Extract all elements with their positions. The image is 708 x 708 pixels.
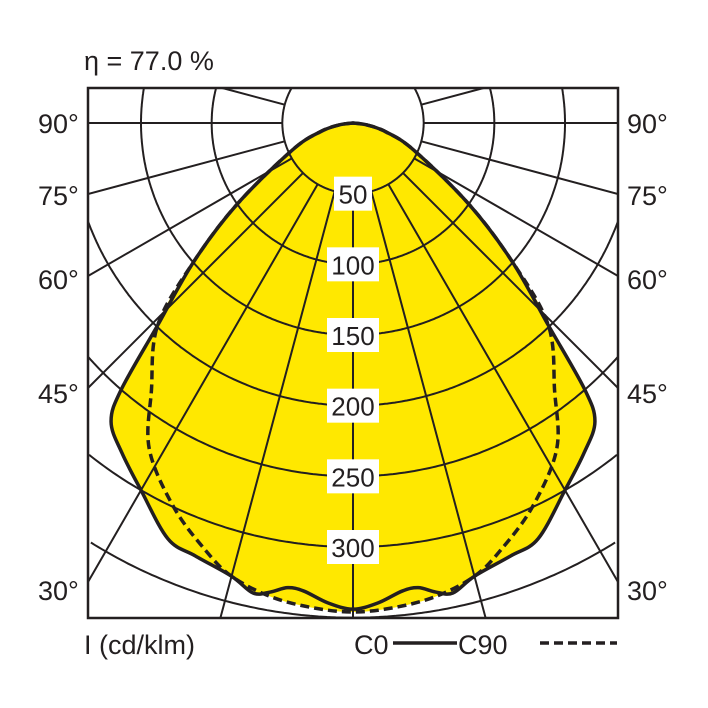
angle-labels: 90° 90° 75° 75° 60° 60° 45° 45° 30° 30° <box>38 109 668 606</box>
grid-radial-line <box>88 140 286 195</box>
radial-tick-label: 100 <box>331 250 374 280</box>
grid-radial-line <box>88 183 319 583</box>
radial-label-bg <box>334 176 372 211</box>
radial-tick-label: 50 <box>339 180 368 210</box>
angle-label-right: 30° <box>627 576 668 606</box>
angle-label-right: 75° <box>627 181 668 211</box>
intensity-curves <box>109 121 597 614</box>
angle-label-right: 90° <box>627 109 668 139</box>
radial-tick-label: 300 <box>331 533 374 563</box>
angle-label-right: 45° <box>627 379 668 409</box>
angle-label-right: 60° <box>627 265 668 295</box>
radial-tick-label: 150 <box>331 321 374 351</box>
radial-tick-label: 200 <box>331 392 374 422</box>
grid-circle-300 <box>88 454 618 548</box>
grid-radial-line <box>420 88 484 106</box>
angle-label-left: 45° <box>38 379 79 409</box>
radial-label-bg <box>327 459 379 494</box>
grid-radial-line <box>222 88 286 106</box>
radial-label-bg <box>327 318 379 352</box>
grid-radial-line <box>88 172 304 389</box>
radial-label-bg <box>327 247 379 282</box>
legend-c0-label: C0 <box>354 630 389 660</box>
grid-circle-150 <box>140 88 566 336</box>
angle-label-left: 75° <box>38 181 79 211</box>
grid-circle-350 <box>90 541 616 618</box>
grid-radial-line <box>402 172 618 389</box>
chart-title: η = 77.0 % <box>84 46 214 76</box>
angle-label-left: 90° <box>38 109 79 139</box>
grid-radial-line <box>219 190 336 618</box>
unit-label: I (cd/klm) <box>84 630 195 660</box>
radial-label-bg <box>327 388 379 423</box>
grid-radial-line <box>88 157 293 277</box>
radial-tick-label: 250 <box>331 462 374 492</box>
grid-radial-line <box>413 157 618 277</box>
radial-tick-labels: 50 100 150 200 250 300 <box>327 176 379 564</box>
grid-circle-100 <box>210 88 496 266</box>
grid-radial-line <box>387 183 618 583</box>
grid-circle-200 <box>88 221 618 407</box>
plot-frame <box>86 86 620 620</box>
grid-circle-250 <box>88 356 618 478</box>
legend-c90-label: C90 <box>458 630 508 660</box>
angle-label-left: 60° <box>38 265 79 295</box>
legend: C0 C90 <box>354 630 617 660</box>
grid-radial-line <box>420 140 618 195</box>
angle-label-left: 30° <box>38 576 79 606</box>
radial-label-bg <box>327 530 379 564</box>
grid-radial-line <box>370 190 487 618</box>
